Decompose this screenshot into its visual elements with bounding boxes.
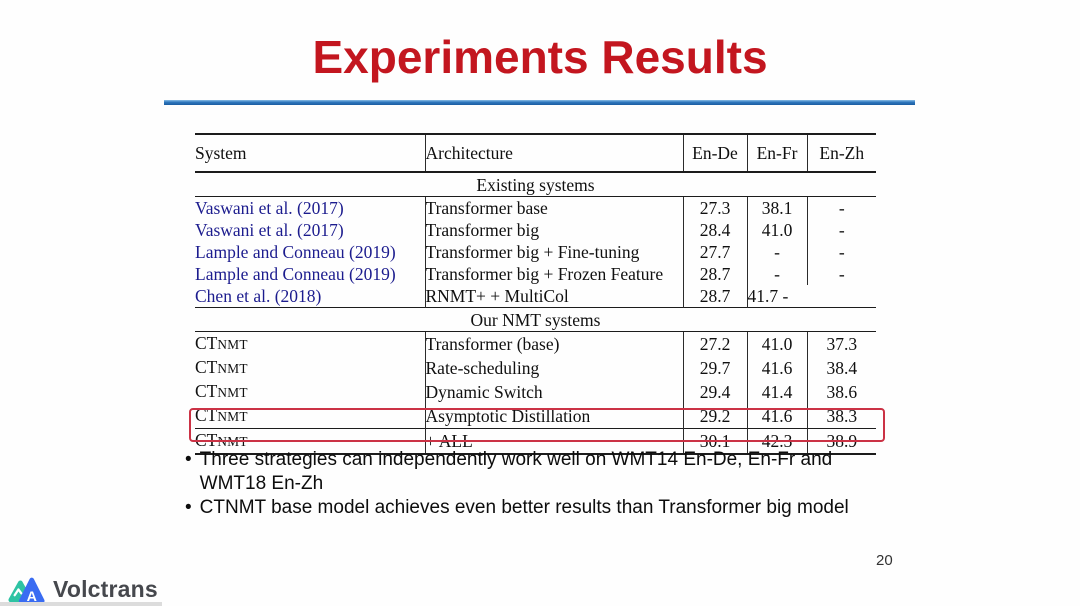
table-row: CTNMT Transformer (base) 27.2 41.0 37.3 <box>195 331 876 356</box>
cell-en-de: 29.7 <box>682 356 747 380</box>
citation-link: Chen et al. (2018) <box>195 286 322 306</box>
cell-en-de: 27.7 <box>682 241 747 263</box>
cell-en-fr: 41.6 <box>746 404 807 429</box>
cell-en-zh: - <box>806 263 876 285</box>
cell-en-fr: 38.1 <box>746 196 807 219</box>
cell-architecture: RNMT+ + MultiCol <box>424 285 683 308</box>
cell-en-fr: 41.0 <box>746 219 807 241</box>
cell-en-zh: - <box>806 241 876 263</box>
citation-link: Vaswani et al. (2017) <box>195 198 344 218</box>
header-en-fr: En-Fr <box>746 134 807 172</box>
bullet-item: CTNMT base model achieves even better re… <box>185 496 895 520</box>
cell-architecture: Rate-scheduling <box>424 356 683 380</box>
bottom-edge-strip <box>0 602 162 606</box>
table-row: CTNMT Asymptotic Distillation 29.2 41.6 … <box>195 404 876 429</box>
cell-en-zh: 37.3 <box>806 331 876 356</box>
logo-text: Volctrans <box>53 576 158 602</box>
cell-en-zh: 38.4 <box>806 356 876 380</box>
citation-link: Vaswani et al. (2017) <box>195 220 344 240</box>
cell-architecture: Transformer (base) <box>424 331 683 356</box>
cell-en-zh: - <box>806 219 876 241</box>
table-row: Chen et al. (2018) RNMT+ + MultiCol 28.7… <box>195 285 876 308</box>
section-label-existing: Existing systems <box>195 172 876 197</box>
results-table: System Architecture En-De En-Fr En-Zh Ex… <box>195 133 876 455</box>
cell-en-fr: - <box>746 241 807 263</box>
slide-title: Experiments Results <box>312 31 768 83</box>
volctrans-mountain-icon: A <box>8 577 45 605</box>
bullet-text: CTNMT base model achieves even better re… <box>199 497 849 518</box>
citation-link: Lample and Conneau (2019) <box>195 242 396 262</box>
cell-en-de: 27.2 <box>682 331 747 356</box>
cell-system: CTNMT <box>195 333 248 353</box>
title-divider <box>164 100 915 105</box>
cell-en-zh: 38.6 <box>806 380 876 404</box>
cell-en-fr: 41.6 <box>746 356 807 380</box>
bullet-text: Three strategies can independently work … <box>199 449 833 494</box>
table-header-row: System Architecture En-De En-Fr En-Zh <box>195 134 876 172</box>
cell-en-zh: 38.3 <box>806 404 876 429</box>
cell-en-fr: 41.0 <box>746 331 807 356</box>
table-row: CTNMT Dynamic Switch 29.4 41.4 38.6 <box>195 380 876 404</box>
table-row: Lample and Conneau (2019) Transformer bi… <box>195 263 876 285</box>
cell-system: CTNMT <box>195 357 248 377</box>
cell-en-de: 29.4 <box>682 380 747 404</box>
cell-architecture: Dynamic Switch <box>424 380 683 404</box>
cell-architecture: Asymptotic Distillation <box>424 404 683 429</box>
cell-en-de: 28.7 <box>682 263 747 285</box>
table-row: Vaswani et al. (2017) Transformer big 28… <box>195 219 876 241</box>
cell-en-de: 28.7 <box>682 285 747 308</box>
cell-en-de: 27.3 <box>682 196 747 219</box>
header-en-de: En-De <box>682 134 747 172</box>
bullet-list: Three strategies can independently work … <box>185 448 895 520</box>
cell-system: CTNMT <box>195 405 248 425</box>
header-architecture: Architecture <box>424 134 683 172</box>
table-row: Lample and Conneau (2019) Transformer bi… <box>195 241 876 263</box>
bullet-item: Three strategies can independently work … <box>185 448 895 496</box>
volctrans-logo: A Volctrans <box>8 574 158 605</box>
cell-en-de: 28.4 <box>682 219 747 241</box>
citation-link: Lample and Conneau (2019) <box>195 264 396 284</box>
page-number: 20 <box>876 552 893 569</box>
cell-en-zh: - <box>806 196 876 219</box>
table-row: Vaswani et al. (2017) Transformer base 2… <box>195 196 876 219</box>
logo-letter: A <box>27 589 37 605</box>
table-row: CTNMT Rate-scheduling 29.7 41.6 38.4 <box>195 356 876 380</box>
section-label-our-nmt: Our NMT systems <box>195 307 876 332</box>
section-label: Our NMT systems <box>195 307 876 332</box>
cell-architecture: Transformer big + Frozen Feature <box>424 263 683 285</box>
cell-architecture: Transformer big <box>424 219 683 241</box>
cell-architecture: Transformer big + Fine-tuning <box>424 241 683 263</box>
cell-en-fr: - <box>746 263 807 285</box>
cell-system: CTNMT <box>195 381 248 401</box>
cell-en-fr: 41.4 <box>746 380 807 404</box>
header-system: System <box>195 143 247 163</box>
header-en-zh: En-Zh <box>806 134 876 172</box>
cell-en-fr-en-zh: 41.7 - <box>746 285 876 308</box>
cell-en-de: 29.2 <box>682 404 747 429</box>
cell-architecture: Transformer base <box>424 196 683 219</box>
section-label: Existing systems <box>195 172 876 197</box>
